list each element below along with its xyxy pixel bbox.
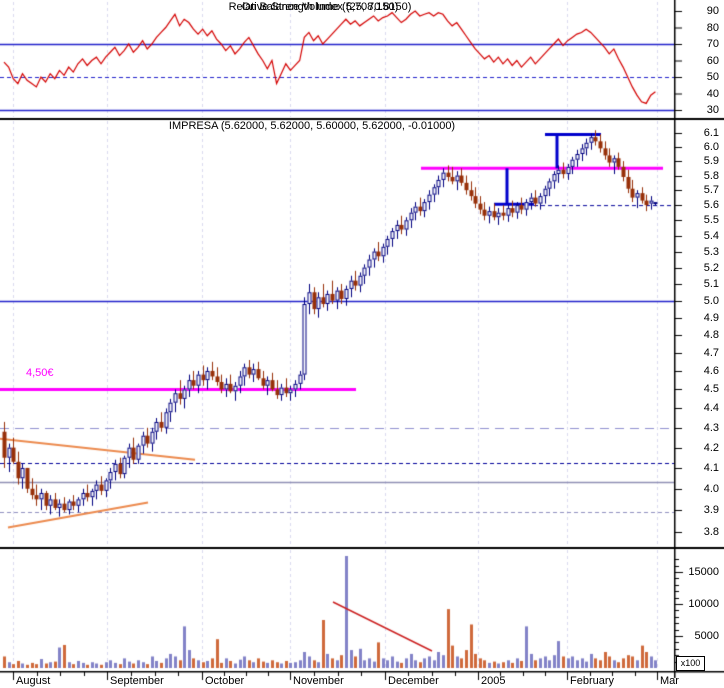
rsi-title: Relative Strength Index (25, 70.8150) <box>228 1 412 13</box>
price-axis-label: 5.1 <box>703 277 719 290</box>
price-axis-label: 4.7 <box>703 346 719 359</box>
price-axis-label: 4.8 <box>703 329 719 342</box>
price-axis-label: 5.4 <box>703 229 719 242</box>
volume-unit-badge: x100 <box>676 656 705 671</box>
price-axis-label: 4.9 <box>703 311 719 324</box>
rsi-axis-label: 70 <box>706 38 719 50</box>
obv-title: On Balance Volume (5,708,150) <box>241 1 399 13</box>
rsi-axis-label: 80 <box>706 21 719 34</box>
volume-axis-label: 15000 <box>688 566 719 578</box>
rsi-axis-label: 50 <box>706 71 719 83</box>
price-axis-label: 4.6 <box>703 364 719 377</box>
price-axis-label: 5.2 <box>703 261 719 274</box>
month-label: November <box>293 675 344 687</box>
rsi-axis-label: 60 <box>706 54 719 67</box>
month-label: December <box>388 675 439 687</box>
price-axis-label: 3.8 <box>703 525 719 538</box>
price-axis-label: 5.3 <box>703 245 719 258</box>
month-label: Mar <box>660 675 679 687</box>
price-axis-label: 5.5 <box>703 214 719 227</box>
price-axis-label: 5.9 <box>703 155 719 168</box>
price-axis-label: 4.4 <box>703 402 719 415</box>
price-axis-label: 4.0 <box>703 482 719 495</box>
price-axis-label: 6.0 <box>703 140 719 153</box>
price-axis-label: 4.5 <box>703 383 719 396</box>
price-axis-label: 4.2 <box>703 441 719 454</box>
rsi-axis-label: 90 <box>706 5 719 17</box>
month-label: October <box>205 675 245 687</box>
price-axis-label: 5.6 <box>703 199 719 212</box>
price-axis-label: 5.0 <box>703 294 719 307</box>
price-panel-title: IMPRESA (5.62000, 5.62000, 5.60000, 5.62… <box>168 120 456 132</box>
month-label: February <box>570 675 615 687</box>
volume-axis-label: 10000 <box>688 598 719 610</box>
price-axis-label: 4.1 <box>703 461 719 474</box>
price-axis-label: 4.3 <box>703 421 719 434</box>
resistance-price-label[interactable]: 4,50€ <box>26 367 54 379</box>
indicator-panel-title: On Balance Volume (5,708,150) Relative S… <box>0 1 640 15</box>
volume-axis-label: 5000 <box>694 630 719 642</box>
month-label: August <box>16 675 51 687</box>
price-axis-label: 3.9 <box>703 504 719 517</box>
price-axis-label: 5.8 <box>703 169 719 182</box>
month-label: 2005 <box>481 675 506 687</box>
price-axis-label: 5.7 <box>703 184 719 197</box>
rsi-axis-label: 30 <box>706 104 719 116</box>
month-label: September <box>110 675 164 687</box>
rsi-axis-label: 40 <box>706 87 719 100</box>
price-axis-label: 6.1 <box>703 127 719 139</box>
